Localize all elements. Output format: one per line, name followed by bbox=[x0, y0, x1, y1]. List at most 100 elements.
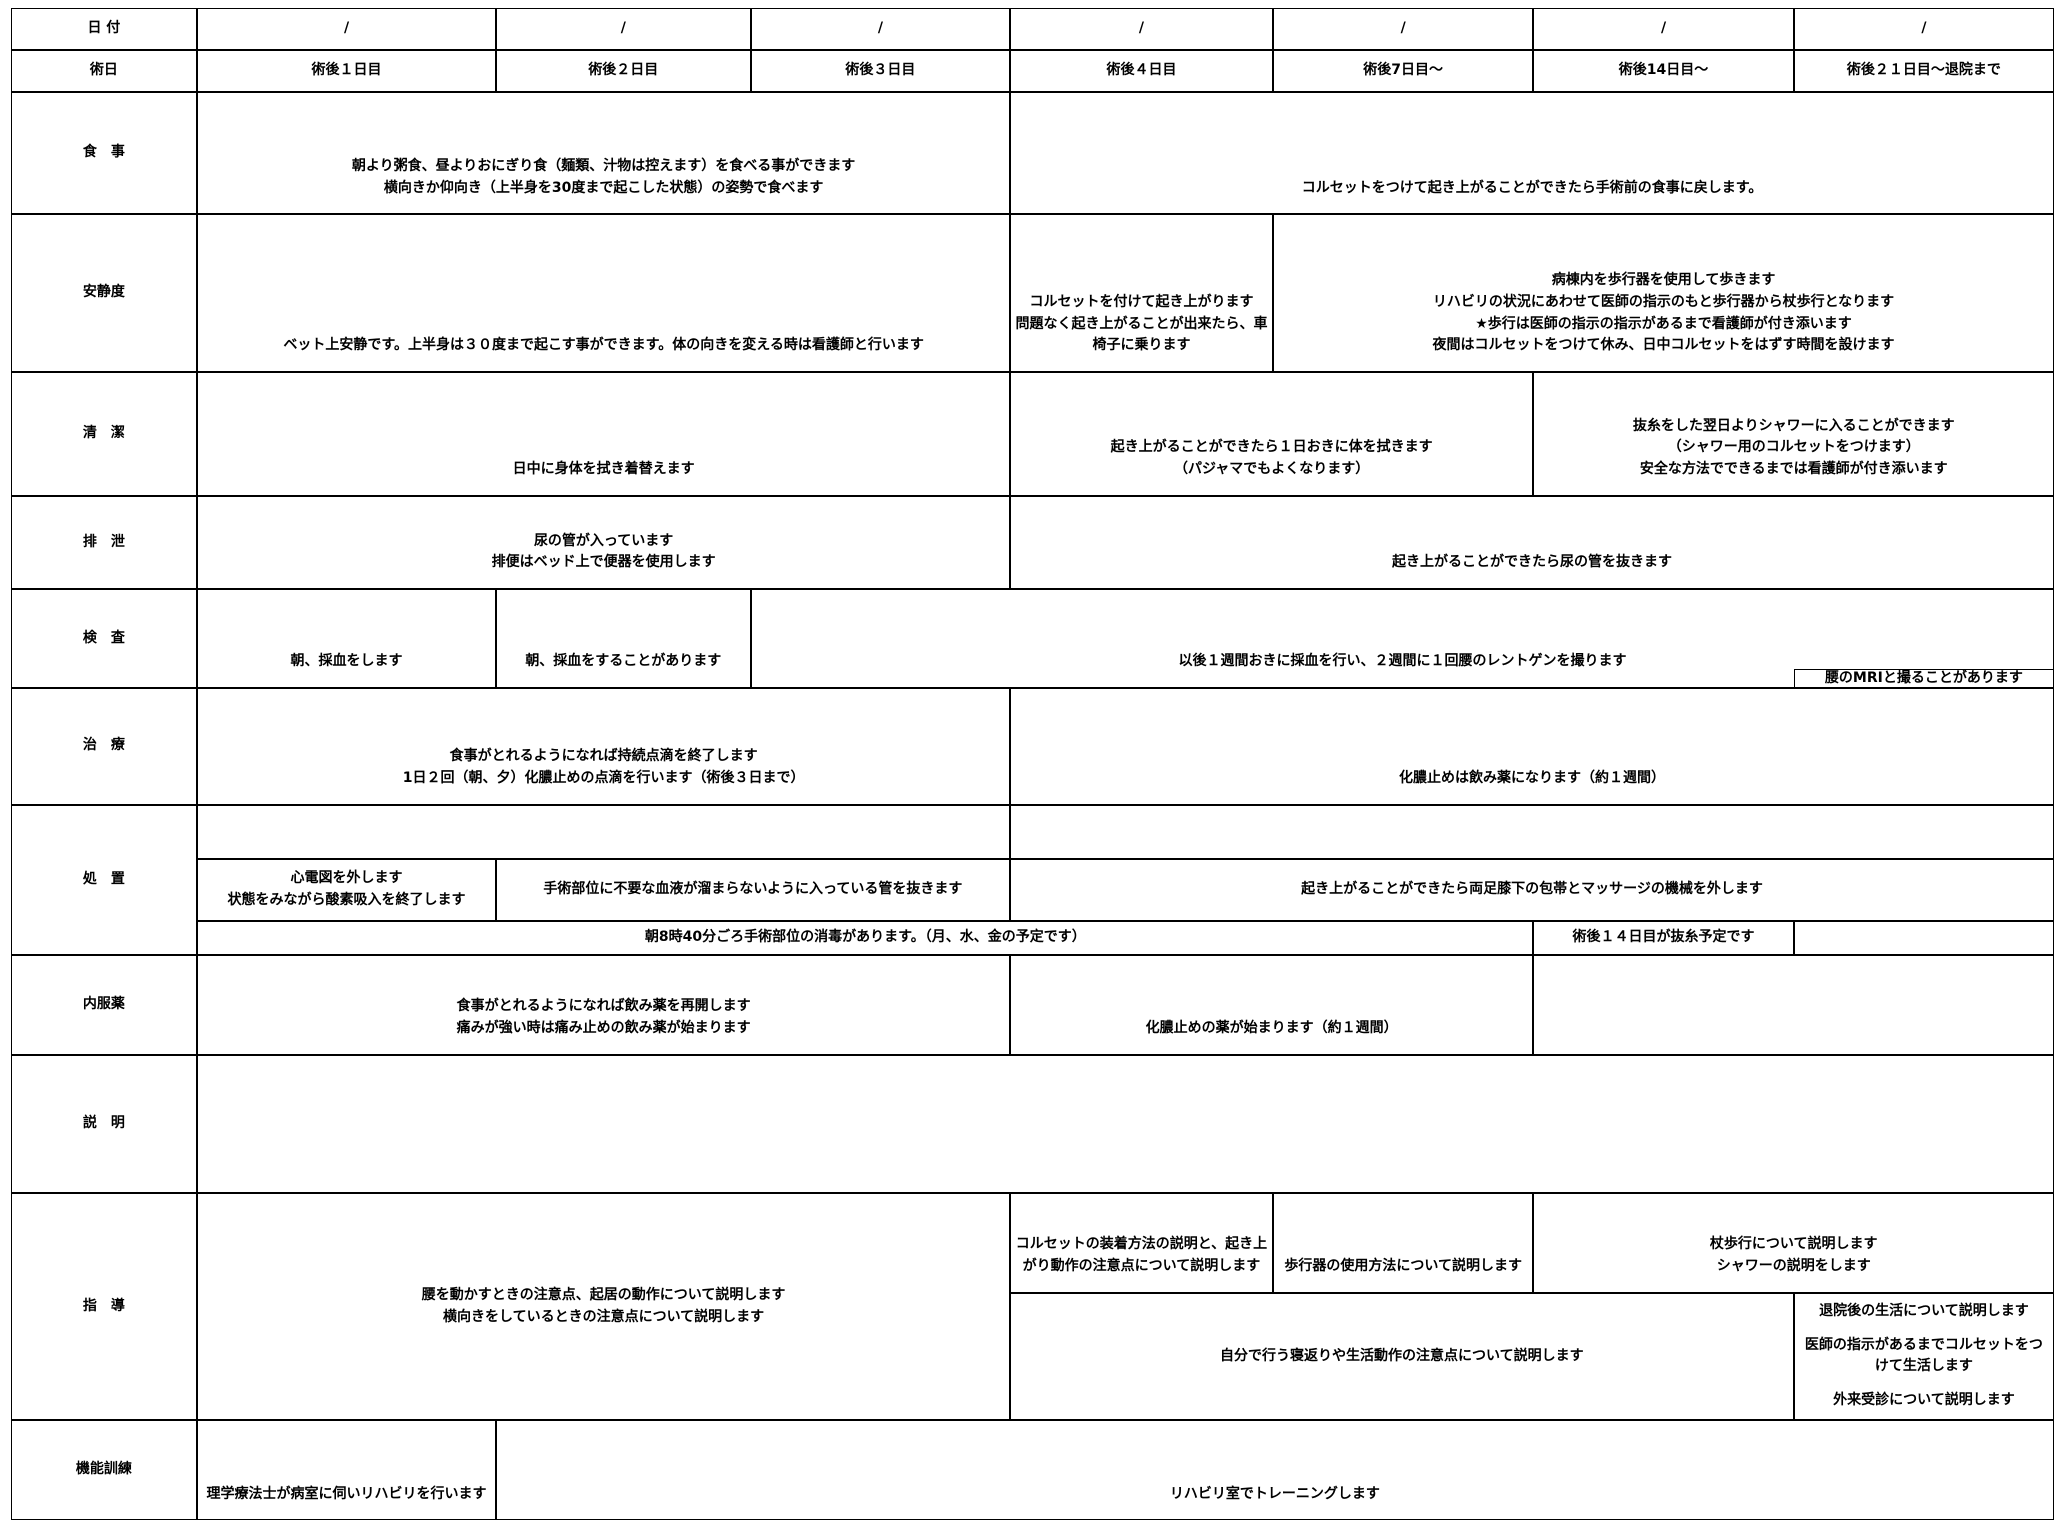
plan-cell: 退院後の生活について説明します医師の指示があるまでコルセットをつけて生活します外… bbox=[1793, 1292, 2055, 1421]
text-line: 歩行器の使用方法について説明します bbox=[1284, 1258, 1522, 1274]
text-line: 術後１４日目が抜糸予定です bbox=[1572, 928, 1755, 945]
row-label: 処 置 bbox=[10, 804, 198, 955]
text-line: シャワーの説明をします bbox=[1716, 1258, 1871, 1274]
day-cell: 術後14日目～ bbox=[1533, 49, 1794, 93]
plan-cell: 心電図を外します状態をみながら酸素吸入を終了します bbox=[197, 858, 496, 921]
plan-cell: 自分で行う寝返りや生活動作の注意点について説明します bbox=[1009, 1292, 1794, 1421]
plan-cell: 朝8時40分ごろ手術部位の消毒があります。（月、水、金の予定です） bbox=[197, 920, 1534, 955]
row-label: 指 導 bbox=[10, 1192, 198, 1421]
plan-cell: 食事がとれるようになれば持続点滴を終了します 1日２回（朝、夕）化膿止めの点滴を行… bbox=[197, 687, 1010, 805]
day-cell: 術後１日目 bbox=[197, 49, 496, 93]
row-label: 清 潔 bbox=[10, 372, 198, 496]
text-line: 自分で行う寝返りや生活動作の注意点について説明します bbox=[1220, 1347, 1584, 1364]
empty-cell bbox=[197, 804, 1010, 859]
text-line: 尿の管が入っています bbox=[533, 532, 674, 549]
empty-cell bbox=[197, 1054, 2055, 1193]
plan-cell: 起き上がることができたら１日おきに体を拭きます （パジャマでもよくなります） bbox=[1009, 372, 1534, 496]
text-line: 医師の指示があるまでコルセットをつけて生活します bbox=[1804, 1336, 2043, 1375]
row-label: 内服薬 bbox=[10, 954, 198, 1055]
text-line: 食事がとれるようになれば飲み薬を再開します bbox=[456, 998, 751, 1015]
empty-cell bbox=[1533, 954, 2055, 1055]
text-line: ベット上安静です。上半身は３０度まで起こす事ができます。体の向きを変える時は看護… bbox=[283, 337, 924, 354]
plan-cell: 以後１週間おきに採血を行い、２週間に１回腰のレントゲンを撮ります bbox=[750, 589, 2055, 688]
plan-cell: 病棟内を歩行器を使用して歩きますリハビリの状況にあわせて医師の指示のもと歩行器か… bbox=[1272, 214, 2055, 373]
plan-cell: 歩行器の使用方法について説明します bbox=[1272, 1192, 1534, 1293]
plan-cell: 杖歩行について説明します シャワーの説明をします bbox=[1533, 1192, 2055, 1293]
row-label: 説 明 bbox=[10, 1054, 198, 1193]
plan-cell: 尿の管が入っています排便はベッド上で便器を使用します bbox=[197, 495, 1010, 590]
text-line: リハビリ室でトレーニングします bbox=[1169, 1485, 1380, 1502]
text-line: コルセットを付けて起き上がります bbox=[1029, 294, 1254, 311]
text-line: 横向きか仰向き（上半身を30度まで起こした状態）の姿勢で食べます bbox=[383, 179, 824, 196]
plan-cell: 朝より粥食、昼よりおにぎり食（麺類、汁物は控えます）を食べる事ができます 横向きか… bbox=[197, 92, 1010, 215]
empty-cell bbox=[1793, 920, 2055, 955]
text-line: 化膿止めは飲み薬になります（約１週間） bbox=[1399, 770, 1666, 787]
text-line: 起き上がることができたら１日おきに体を拭きます bbox=[1110, 439, 1433, 456]
date-cell: / bbox=[1793, 7, 2055, 50]
text-line: 食事がとれるようになれば持続点滴を終了します bbox=[449, 748, 758, 765]
row-label: 食 事 bbox=[10, 92, 198, 215]
text-line: 理学療法士が病室に伺いリハビリを行います bbox=[206, 1485, 487, 1502]
text-line: 安全な方法でできるまでは看護師が付き添います bbox=[1639, 461, 1948, 478]
plan-cell: 朝、採血をします bbox=[197, 589, 496, 688]
text-line: 日中に身体を拭き着替えます bbox=[512, 461, 695, 478]
plan-cell: 術後１４日目が抜糸予定です bbox=[1533, 920, 1794, 955]
text-line: 夜間はコルセットをつけて休み、日中コルセットをはずす時間を設けます bbox=[1432, 337, 1895, 354]
plan-cell: 起き上がることができたら尿の管を抜きます bbox=[1009, 495, 2055, 590]
text-line: 朝8時40分ごろ手術部位の消毒があります。（月、水、金の予定です） bbox=[644, 928, 1086, 945]
plan-cell: コルセットをつけて起き上がることができたら手術前の食事に戻します。 bbox=[1009, 92, 2055, 215]
day-cell: 術後7日目～ bbox=[1272, 49, 1534, 93]
day-cell: 術後３日目 bbox=[750, 49, 1010, 93]
plan-cell: ベット上安静です。上半身は３０度まで起こす事ができます。体の向きを変える時は看護… bbox=[197, 214, 1010, 373]
text-line: 起き上がることができたら尿の管を抜きます bbox=[1392, 554, 1673, 571]
text-line: 病棟内を歩行器を使用して歩きます bbox=[1551, 272, 1776, 289]
text-line: 排便はベッド上で便器を使用します bbox=[491, 554, 716, 571]
text-line: （シャワー用のコルセットをつけます） bbox=[1667, 439, 1920, 456]
text-line: コルセットの装着方法の説明と、起き上がり動作の注意点について説明します bbox=[1015, 1236, 1268, 1274]
text-line: 問題なく起き上がることが出来たら、車椅子に乗ります bbox=[1015, 315, 1268, 354]
text-line: 以後１週間おきに採血を行い、２週間に１回腰のレントゲンを撮ります bbox=[1178, 653, 1627, 670]
day-label: 術日 bbox=[10, 49, 198, 93]
plan-cell: 食事がとれるようになれば飲み薬を再開します 痛みが強い時は痛み止めの飲み薬が始まり… bbox=[197, 954, 1010, 1055]
text-line: 痛みが強い時は痛み止めの飲み薬が始まります bbox=[456, 1019, 751, 1036]
text-line: 抜糸をした翌日よりシャワーに入ることができます bbox=[1632, 417, 1955, 434]
text-line: 腰を動かすときの注意点、起居の動作について説明します bbox=[421, 1286, 786, 1303]
row-label: 安静度 bbox=[10, 214, 198, 373]
text-line: 退院後の生活について説明します bbox=[1819, 1303, 2029, 1320]
date-cell: / bbox=[1009, 7, 1273, 50]
plan-cell: コルセットを付けて起き上がります問題なく起き上がることが出来たら、車椅子に乗りま… bbox=[1009, 214, 1273, 373]
text-line: 横向きをしているときの注意点について説明します bbox=[443, 1308, 765, 1325]
day-cell: 術後４日目 bbox=[1009, 49, 1273, 93]
plan-cell: 朝、採血をすることがあります bbox=[495, 589, 751, 688]
text-line: 心電図を外します bbox=[290, 869, 403, 886]
text-line: 化膿止めの薬が始まります（約１週間） bbox=[1145, 1019, 1398, 1036]
text-line: 朝より粥食、昼よりおにぎり食（麺類、汁物は控えます）を食べる事ができます bbox=[351, 157, 856, 174]
text-line: コルセットをつけて起き上がることができたら手術前の食事に戻します。 bbox=[1301, 179, 1763, 196]
plan-cell: 日中に身体を拭き着替えます bbox=[197, 372, 1010, 496]
date-cell: / bbox=[495, 7, 751, 50]
text-line: 朝、採血をします bbox=[290, 653, 403, 670]
date-cell: / bbox=[197, 7, 496, 50]
text-line: 朝、採血をすることがあります bbox=[525, 653, 722, 670]
row-label: 機能訓練 bbox=[10, 1420, 198, 1520]
empty-cell bbox=[1009, 804, 2055, 859]
text-line: 腰のMRIと撮ることがあります bbox=[1824, 669, 2023, 686]
plan-cell: 抜糸をした翌日よりシャワーに入ることができます （シャワー用のコルセットをつけます… bbox=[1533, 372, 2055, 496]
text-line: ★歩行は医師の指示の指示があるまで看護師が付き添います bbox=[1475, 315, 1852, 332]
text-line: （パジャマでもよくなります） bbox=[1173, 461, 1370, 478]
plan-cell: リハビリ室でトレーニングします bbox=[495, 1420, 2055, 1520]
row-label: 治 療 bbox=[10, 687, 198, 805]
text-line: リハビリの状況にあわせて医師の指示のもと歩行器から杖歩行となります bbox=[1432, 294, 1895, 311]
text-line: 杖歩行について説明します bbox=[1709, 1236, 1878, 1253]
text-line: 手術部位に不要な血液が溜まらないように入っている管を抜きます bbox=[543, 880, 963, 897]
row-label: 検 査 bbox=[10, 589, 198, 688]
plan-cell: コルセットの装着方法の説明と、起き上がり動作の注意点について説明します bbox=[1009, 1192, 1273, 1293]
date-label: 日 付 bbox=[10, 7, 198, 50]
date-cell: / bbox=[1272, 7, 1534, 50]
plan-cell: 手術部位に不要な血液が溜まらないように入っている管を抜きます bbox=[495, 858, 1010, 921]
text-line: 外来受診について説明します bbox=[1833, 1391, 2015, 1408]
text-line: 状態をみながら酸素吸入を終了します bbox=[227, 891, 466, 908]
plan-cell: 起き上がることができたら両足膝下の包帯とマッサージの機械を外します bbox=[1009, 858, 2055, 921]
date-cell: / bbox=[1533, 7, 1794, 50]
